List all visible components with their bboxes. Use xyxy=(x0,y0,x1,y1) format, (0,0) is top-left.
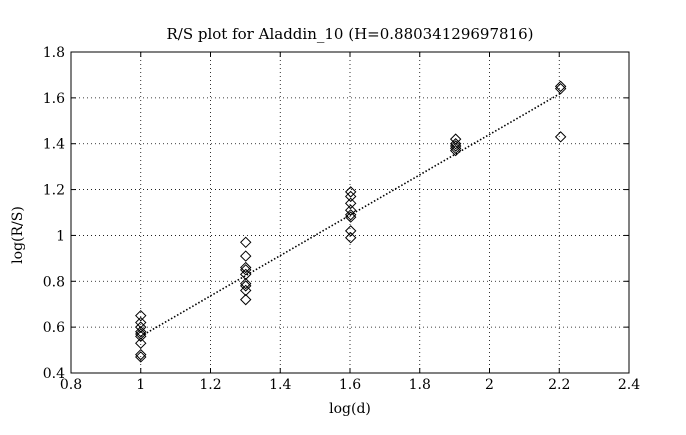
data-point xyxy=(344,232,357,244)
data-point xyxy=(240,250,252,262)
data-point xyxy=(344,186,357,198)
data-point xyxy=(135,309,147,322)
x-tick-label: 0.8 xyxy=(60,377,82,393)
data-point xyxy=(344,209,357,221)
x-tick-label: 2.4 xyxy=(618,377,640,393)
data-point xyxy=(240,277,252,290)
data-point xyxy=(554,131,567,143)
data-point xyxy=(135,330,147,343)
data-point xyxy=(344,190,357,203)
data-point xyxy=(554,82,567,95)
x-tick-label: 1.8 xyxy=(409,377,431,393)
data-point xyxy=(449,133,462,145)
data-point xyxy=(240,293,252,306)
data-point xyxy=(135,351,147,363)
data-point xyxy=(135,316,147,329)
data-point xyxy=(449,140,462,152)
data-point xyxy=(344,204,357,216)
y-tick-label: 1 xyxy=(56,228,65,244)
data-point xyxy=(449,142,462,155)
data-point xyxy=(240,268,252,281)
y-tick-label: 1.2 xyxy=(43,183,65,199)
data-point xyxy=(135,328,147,340)
x-tick-label: 1 xyxy=(136,377,145,393)
data-point xyxy=(135,337,147,349)
data-point xyxy=(344,197,357,210)
chart-title: R/S plot for Aladdin_10 (H=0.88034129697… xyxy=(166,25,533,43)
data-point xyxy=(344,211,357,223)
data-point xyxy=(240,236,252,249)
x-tick-label: 2 xyxy=(485,377,494,393)
data-point xyxy=(240,280,252,292)
x-tick-label: 1.4 xyxy=(269,377,291,393)
data-point xyxy=(449,138,462,150)
data-point xyxy=(135,326,147,338)
axis-ticks: 0.8 1 1.2 1.4 1.6 1.8 2 2.2 2.4 0.4 0.6 0.8 1 1.2 1.4 1… xyxy=(43,45,640,393)
x-tick-label: 1.6 xyxy=(339,377,361,393)
data-point xyxy=(449,144,462,157)
data-point xyxy=(135,348,147,361)
data-point xyxy=(554,80,567,93)
data-point xyxy=(240,261,252,274)
x-tick-label: 2.2 xyxy=(548,377,570,393)
y-tick-label: 1.8 xyxy=(43,45,65,61)
data-point xyxy=(240,284,252,297)
y-tick-label: 0.6 xyxy=(43,320,65,336)
data-points xyxy=(135,80,567,363)
y-tick-label: 1.4 xyxy=(43,137,65,153)
data-point xyxy=(135,321,147,333)
y-tick-label: 1.6 xyxy=(43,91,65,107)
y-tick-label: 0.8 xyxy=(43,274,65,290)
data-point xyxy=(240,264,252,276)
y-tick-label: 0.4 xyxy=(43,366,65,382)
x-axis-label: log(d) xyxy=(329,401,371,417)
x-tick-label: 1.2 xyxy=(199,377,221,393)
data-point xyxy=(344,225,357,237)
y-axis-label: log(R/S) xyxy=(10,206,26,264)
